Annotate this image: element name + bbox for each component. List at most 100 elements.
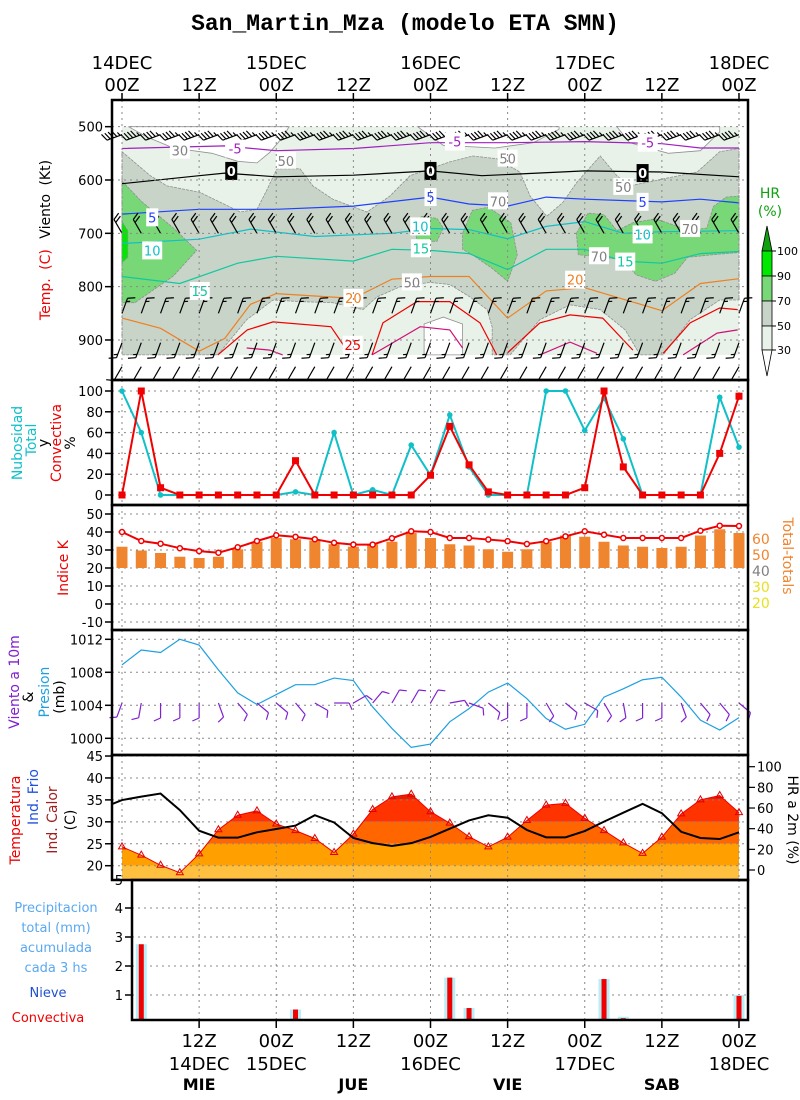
cloud-total-label-2: Total [24, 424, 40, 458]
wind-barb [584, 297, 599, 314]
top-date-label: 18DEC [709, 53, 770, 74]
panel-frame [130, 878, 750, 1022]
temperature-point [252, 805, 262, 814]
convective-point [677, 491, 685, 499]
isotherm-label: 20 [567, 274, 584, 289]
temperature-tick-label: 20 [86, 860, 103, 875]
convective-point [369, 491, 377, 499]
wind-barb [359, 342, 374, 359]
temperature-point [618, 837, 628, 846]
isotherm-label: 10 [634, 228, 651, 243]
percent-label: % [63, 436, 79, 449]
isotherm-label: -5 [229, 143, 242, 158]
total-totals-bar [598, 541, 610, 568]
isotherm-label-bg [410, 217, 431, 236]
temperature-point [214, 824, 223, 833]
wind-barb [132, 212, 142, 234]
top-hour-label: 12Z [490, 75, 525, 96]
convective-point [292, 457, 300, 465]
convective-point [407, 491, 415, 499]
cloud-tick-label: 0 [95, 489, 103, 504]
temp-label: Temp. [38, 278, 54, 321]
wind-barb [648, 342, 663, 359]
isotherm-label: 10 [144, 244, 161, 259]
k-index-point [716, 522, 723, 529]
wind-barb [429, 297, 444, 314]
wind-barb [275, 297, 290, 314]
convective-point [426, 471, 434, 479]
total-totals-bar [656, 548, 668, 568]
hr-label-bg [169, 141, 190, 159]
total-totals-bar [444, 544, 456, 568]
wind-barb [545, 297, 560, 314]
temperature-point [561, 798, 570, 806]
total-cloud-point [716, 394, 723, 401]
wind-barb [525, 130, 547, 141]
wind-barb [706, 342, 721, 359]
total-totals-scale-label: 50 [752, 548, 770, 564]
temperature-point [368, 804, 378, 813]
isotherm-label: 15 [617, 256, 634, 271]
isotherm-label-bg [444, 132, 465, 151]
wind-barb [391, 297, 406, 314]
wind-barb [619, 702, 627, 723]
wind-barb [607, 366, 624, 382]
bottom-hour-label: 00Z [721, 1031, 756, 1052]
ampersand-label: & [21, 691, 37, 702]
total-totals-scale-label: 20 [752, 596, 770, 612]
precip-legend: Precipitacion total (mm) acumulada cada … [12, 901, 98, 1026]
temperature-point [233, 810, 243, 818]
cloud-tick-label: 80 [86, 406, 103, 421]
hr-legend-label: 100 [777, 245, 798, 258]
hr-2m-label: HR a 2m (%) [784, 776, 800, 865]
total-totals-bar [367, 544, 379, 568]
top-hour-label: 12Z [644, 75, 679, 96]
wind-barb [453, 366, 470, 382]
wind-barb [306, 212, 316, 234]
temperature-point [426, 806, 435, 815]
precip-convective-bar [447, 977, 453, 1020]
hr-contour-label: 50 [278, 155, 295, 170]
precip-convective-bar [601, 979, 607, 1020]
bottom-date-label: 14DEC [169, 1054, 230, 1075]
convective-point [272, 491, 280, 499]
temp-unit: (C) [38, 249, 54, 270]
total-totals-bar [521, 549, 533, 568]
k-index-point [658, 534, 666, 542]
wind-barb [236, 130, 258, 141]
convective-point [118, 491, 126, 499]
k-index-point [330, 539, 338, 547]
k-tick-label: 20 [86, 562, 103, 577]
k-index-point [157, 540, 164, 547]
wind-barb [275, 702, 289, 720]
wind-barb [163, 366, 181, 382]
hr-legend-colorbar: 100 90 70 50 30 [761, 225, 798, 377]
wind-barb [287, 212, 297, 234]
wind-barb [468, 297, 483, 314]
pressure-tick-label: 1004 [70, 699, 103, 714]
wind-barb [282, 342, 297, 359]
k-tick-label: 40 [86, 526, 103, 541]
top-hour-label: 12Z [181, 75, 216, 96]
hr-2m-tick-label: 100 [757, 761, 782, 776]
wind-barb [472, 366, 489, 382]
wind-barb [565, 702, 578, 720]
top-hour-label: 00Z [104, 75, 139, 96]
wind-barb [511, 366, 528, 382]
total-cloud-point [446, 412, 453, 418]
wind-barb [334, 702, 353, 710]
convective-point [446, 422, 454, 430]
k-index-point [138, 537, 145, 545]
k-index-point [735, 522, 743, 530]
isotherm-label-bg [615, 252, 636, 271]
convective-label: Convectiva [49, 404, 65, 482]
wind-barb [106, 366, 123, 382]
wind-barb [532, 342, 547, 359]
total-totals-bar [135, 550, 147, 568]
k-index-point [620, 534, 627, 542]
hr-legend-unit: (%) [758, 204, 782, 220]
cloud-total-label: Nubosidad [10, 406, 26, 480]
hr-contour-label: 70 [591, 250, 608, 265]
wind-barb [479, 212, 489, 234]
top-date-label: 17DEC [554, 53, 615, 74]
